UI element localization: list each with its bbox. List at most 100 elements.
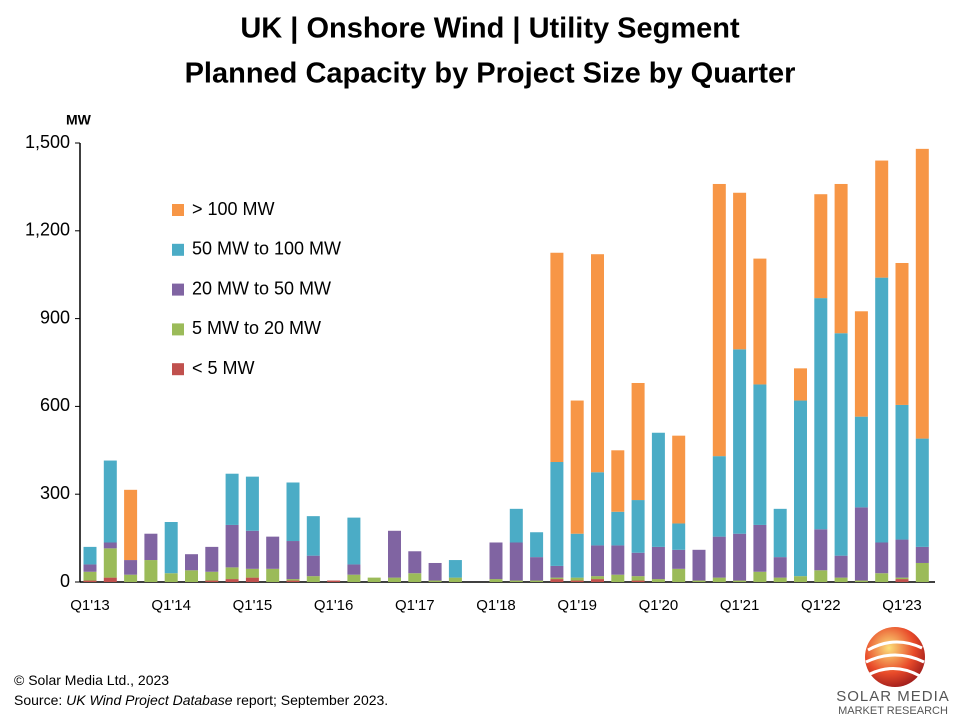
bar-segment (124, 574, 138, 582)
source: Source: UK Wind Project Database report;… (14, 692, 388, 708)
bar-segment (185, 570, 198, 582)
bar-segment (651, 546, 665, 580)
bar-segment (672, 435, 686, 524)
y-tick-label: 1,200 (25, 220, 70, 240)
legend-label: < 5 MW (192, 358, 255, 378)
legend-swatch (172, 204, 184, 216)
source-prefix: Source: (14, 692, 67, 708)
source-suffix: report; September 2023. (232, 692, 389, 708)
bar-segment (814, 570, 828, 582)
bar-segment (103, 548, 117, 578)
x-tick-label: Q1'22 (801, 597, 841, 614)
legend-label: 5 MW to 20 MW (192, 318, 321, 338)
bar-segment (875, 277, 889, 543)
x-tick-label: Q1'14 (151, 597, 191, 614)
bar-segment (773, 577, 787, 582)
bar-segment (854, 416, 868, 508)
bar-segment (733, 533, 747, 581)
bar-segment (225, 567, 239, 580)
bar-segment (854, 507, 868, 581)
bar-segment (895, 404, 909, 540)
bar-segment (103, 577, 117, 582)
y-axis-unit: MW (66, 112, 92, 128)
bar-segment (875, 160, 889, 278)
bar-segment (205, 546, 219, 572)
x-tick-label: Q1'17 (395, 597, 435, 614)
bar-segment (266, 568, 280, 582)
bar-segment (103, 460, 117, 543)
bar-segment (245, 530, 259, 569)
bar-segment (692, 549, 706, 581)
bar-segment (794, 368, 807, 401)
bar-segment (550, 577, 564, 580)
bar-segment (286, 579, 300, 581)
bar-segment (570, 580, 584, 582)
x-tick-label: Q1'18 (476, 597, 516, 614)
bar-segment (124, 489, 138, 561)
bar-segment (651, 579, 665, 582)
bar-segment (834, 555, 848, 578)
bar-segment (854, 580, 868, 582)
legend-label: > 100 MW (192, 199, 275, 219)
logo-icon (865, 627, 925, 687)
x-tick-label: Q1'13 (70, 597, 110, 614)
bar-segment (489, 542, 503, 580)
bar-segment (530, 580, 544, 582)
bar-segment (205, 580, 219, 582)
bar-segment (631, 580, 645, 582)
bar-segment (225, 473, 239, 525)
bar-segment (915, 438, 929, 547)
bar-segment (712, 536, 726, 578)
chart-subtitle: Planned Capacity by Project Size by Quar… (185, 58, 796, 90)
bar-segment (266, 536, 280, 569)
bar-segment (83, 571, 97, 581)
bar-segment (611, 545, 625, 575)
bar-segment (854, 311, 868, 417)
bar-segment (773, 508, 787, 558)
bar-segment (286, 482, 300, 542)
bar-segment (306, 516, 320, 556)
bar-segment (895, 579, 909, 582)
bar-segment (875, 573, 889, 582)
bar-segment (428, 562, 442, 581)
bar-segment (225, 579, 239, 582)
bar-segment (408, 551, 422, 574)
chart-title: UK | Onshore Wind | Utility Segment (240, 13, 740, 45)
bar-segment (306, 576, 320, 582)
bar-segment (144, 560, 158, 582)
bar-segment (631, 552, 645, 577)
y-tick-label: 300 (40, 483, 70, 503)
bar-segment (367, 577, 381, 582)
bar-segment (245, 476, 259, 531)
bar-segment (814, 529, 828, 571)
bar-segment (591, 579, 604, 582)
bar-segment (895, 577, 909, 580)
bar-segment (225, 524, 239, 568)
bar-segment (550, 579, 564, 582)
bar-segment (570, 533, 584, 578)
x-tick-label: Q1'15 (233, 597, 273, 614)
bar-segment (164, 522, 178, 574)
bar-segment (185, 554, 198, 571)
bar-segment (530, 557, 544, 581)
bar-segment (591, 576, 604, 580)
bar-segment (509, 542, 523, 581)
bar-segment (286, 541, 300, 580)
bar-segment (733, 192, 747, 350)
bar-segment (712, 456, 726, 537)
bar-segment (103, 542, 117, 549)
x-tick-label: Q1'16 (314, 597, 354, 614)
bar-segment (509, 508, 523, 543)
bar-segment (388, 530, 401, 578)
bar-segment (672, 549, 686, 569)
x-tick-label: Q1'21 (720, 597, 760, 614)
bar-segment (591, 254, 604, 473)
bar-segment (895, 539, 909, 578)
bar-segment (550, 252, 564, 463)
bar-segment (753, 524, 767, 572)
bar-segment (408, 573, 422, 582)
bar-segment (428, 580, 442, 582)
bar-segment (834, 183, 848, 334)
x-tick-label: Q1'20 (639, 597, 679, 614)
